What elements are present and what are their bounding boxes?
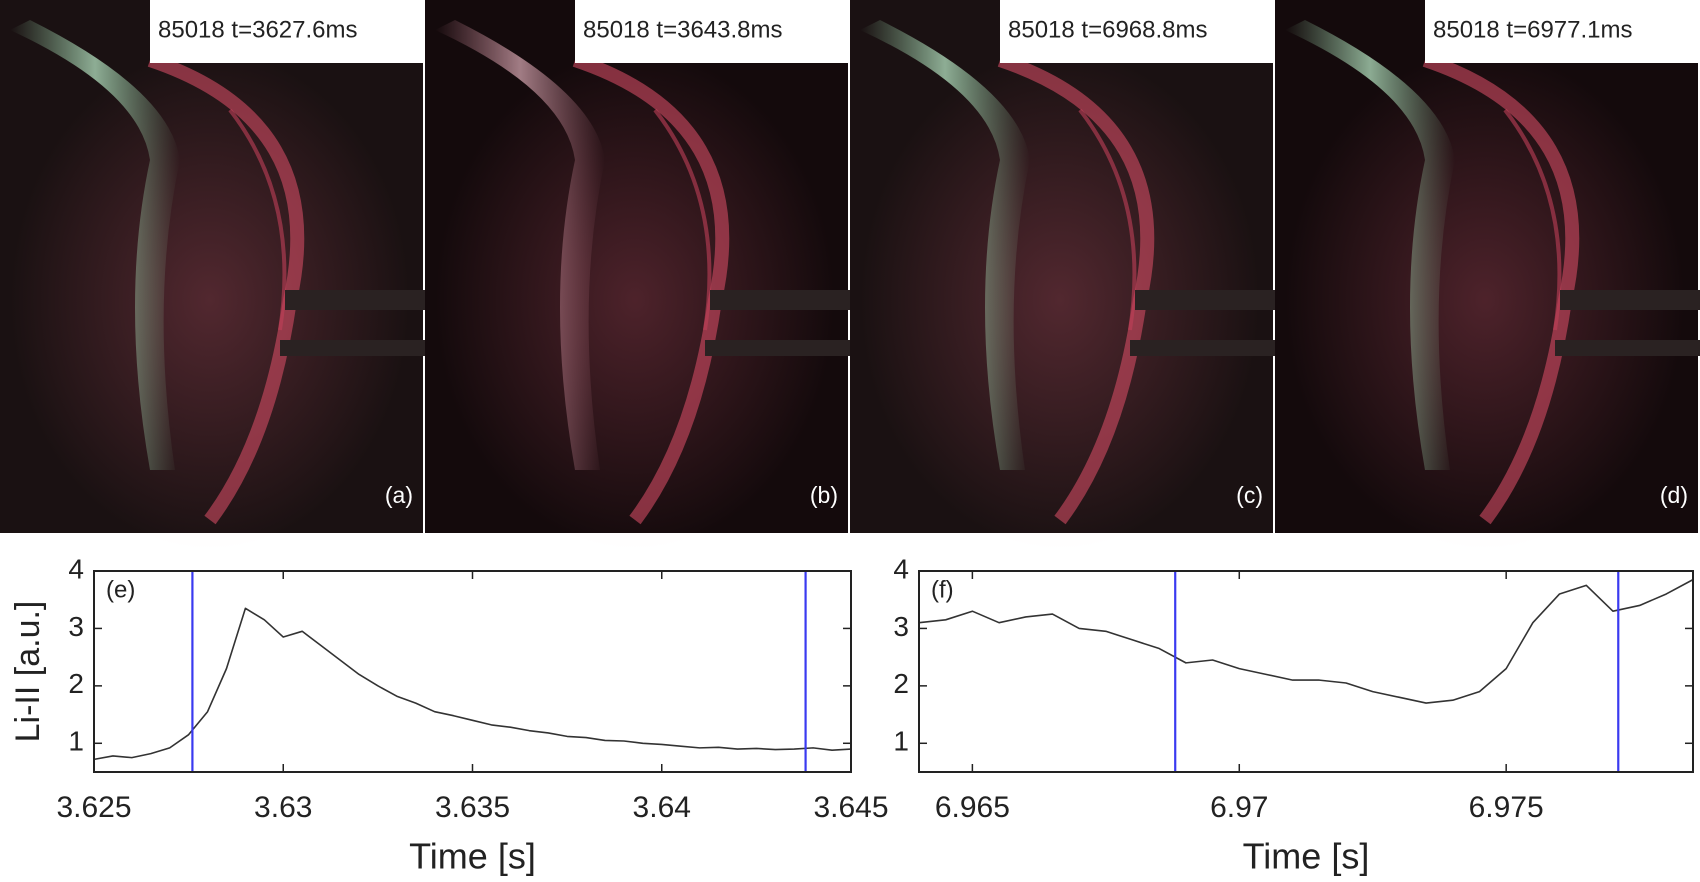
port-structure xyxy=(1560,290,1700,310)
plasma-band xyxy=(10,20,180,470)
panel-caption: 85018 t=6977.1ms xyxy=(1433,16,1633,43)
x-tick-label: 3.63 xyxy=(254,791,312,824)
plasma-glow xyxy=(10,50,410,550)
y-tick-label: 3 xyxy=(68,611,84,642)
panel-label: (a) xyxy=(385,482,413,508)
vessel-arc xyxy=(1078,108,1137,331)
camera-panel: 85018 t=6977.1ms (d) xyxy=(1275,0,1700,550)
camera-panel: 85018 t=3643.8ms (b) xyxy=(425,0,850,550)
panel-annotation: (e) xyxy=(106,576,135,603)
caption-box xyxy=(1425,0,1698,63)
y-tick-label: 4 xyxy=(893,553,909,584)
plasma-glow xyxy=(860,50,1260,550)
caption-box xyxy=(1000,0,1273,63)
vessel-arc xyxy=(228,108,287,331)
y-tick-label: 4 xyxy=(68,553,84,584)
x-tick-label: 6.97 xyxy=(1210,791,1268,824)
data-line xyxy=(918,578,1694,704)
panel-label: (d) xyxy=(1660,482,1688,508)
x-axis-label: Time [s] xyxy=(1243,836,1370,877)
x-tick-label: 6.965 xyxy=(935,791,1010,824)
panel-annotation: (f) xyxy=(931,576,954,603)
plasma-glow xyxy=(435,50,835,550)
plasma-band xyxy=(1285,20,1455,470)
plasma-glow xyxy=(1285,50,1685,550)
vessel-arc xyxy=(1503,108,1562,331)
port-structure xyxy=(1135,290,1275,310)
y-axis-label: Li-II [a.u.] xyxy=(9,601,47,743)
caption-box xyxy=(150,0,423,63)
plot-frame xyxy=(918,570,1694,773)
port-structure xyxy=(705,340,850,356)
data-line xyxy=(93,607,852,761)
panel-label: (c) xyxy=(1236,482,1263,508)
y-tick-label: 3 xyxy=(893,611,909,642)
x-axis-label: Time [s] xyxy=(409,836,536,877)
port-structure xyxy=(1555,340,1700,356)
caption-box xyxy=(575,0,848,63)
plasma-band xyxy=(860,20,1030,470)
port-structure xyxy=(280,340,425,356)
y-tick-label: 2 xyxy=(893,668,909,699)
port-structure xyxy=(710,290,850,310)
camera-panel: 85018 t=6968.8ms (c) xyxy=(850,0,1275,550)
port-structure xyxy=(285,290,425,310)
vessel-arc xyxy=(653,108,712,331)
panel-caption: 85018 t=3643.8ms xyxy=(583,16,783,43)
x-tick-label: 3.64 xyxy=(633,791,691,824)
panel-caption: 85018 t=6968.8ms xyxy=(1008,16,1208,43)
y-tick-label: 1 xyxy=(68,726,84,757)
plot-frame xyxy=(93,570,852,773)
x-tick-label: 3.625 xyxy=(56,791,131,824)
panel-label: (b) xyxy=(810,482,838,508)
x-tick-label: 6.975 xyxy=(1469,791,1544,824)
panel-caption: 85018 t=3627.6ms xyxy=(158,16,358,43)
x-tick-label: 3.635 xyxy=(435,791,510,824)
x-tick-label: 3.645 xyxy=(813,791,888,824)
port-structure xyxy=(1130,340,1275,356)
plasma-band xyxy=(435,20,605,470)
camera-panel: 85018 t=3627.6ms (a) xyxy=(0,0,425,550)
y-tick-label: 2 xyxy=(68,668,84,699)
y-tick-label: 1 xyxy=(893,726,909,757)
